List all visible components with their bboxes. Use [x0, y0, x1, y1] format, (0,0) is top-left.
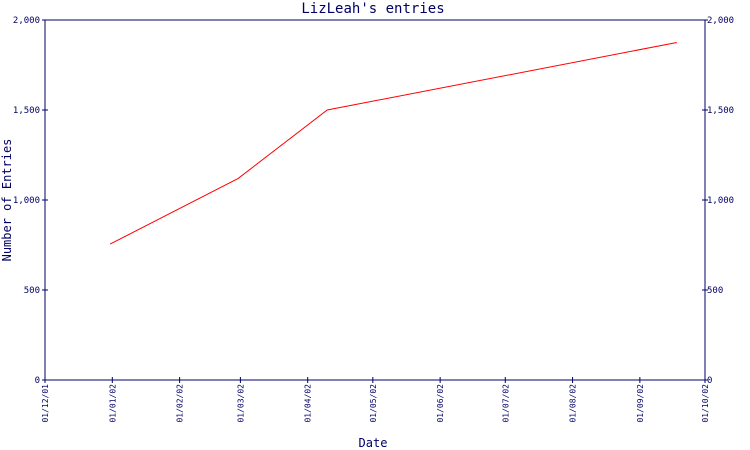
y-axis-left: 0 500 1,000 1,500 2,000	[13, 16, 48, 386]
x-tick-label: 01/09/02	[636, 384, 645, 423]
x-tick-label: 01/08/02	[569, 384, 578, 423]
y-tick-label-right: 0	[707, 376, 712, 386]
plot-frame	[44, 19, 706, 381]
chart-title: LizLeah's entries	[301, 1, 444, 17]
y-tick-label-left: 1,000	[13, 196, 40, 206]
y-tick-label-left: 0	[35, 376, 40, 386]
x-tick-label: 01/07/02	[501, 384, 510, 423]
y-axis-label: Number of Entries	[0, 139, 14, 262]
x-tick-label: 01/12/01	[41, 384, 50, 423]
y-tick-label-right: 500	[707, 286, 723, 296]
x-tick-label: 01/04/02	[304, 384, 313, 423]
y-tick-label-right: 2,000	[707, 16, 734, 26]
x-axis-label: Date	[359, 436, 388, 450]
series-group	[109, 42, 677, 245]
y-tick-label-right: 1,500	[707, 106, 734, 116]
y-tick-label-left: 2,000	[13, 16, 40, 26]
x-tick-label: 01/03/02	[236, 384, 245, 423]
series-line	[109, 42, 677, 245]
x-tick-label: 01/05/02	[369, 384, 378, 423]
y-tick-label-left: 500	[24, 286, 40, 296]
y-axis-right: 0 500 1,000 1,500 2,000	[702, 16, 734, 386]
x-tick-label: 01/10/02	[701, 384, 710, 423]
x-tick-label: 01/06/02	[436, 384, 445, 423]
x-tick-label: 01/01/02	[108, 384, 117, 423]
x-tick-label: 01/02/02	[176, 384, 185, 423]
x-axis: 01/12/01 01/01/02 01/02/02 01/03/02 01/04/02…	[41, 377, 710, 423]
y-tick-label-left: 1,500	[13, 106, 40, 116]
y-tick-label-right: 1,000	[707, 196, 734, 206]
